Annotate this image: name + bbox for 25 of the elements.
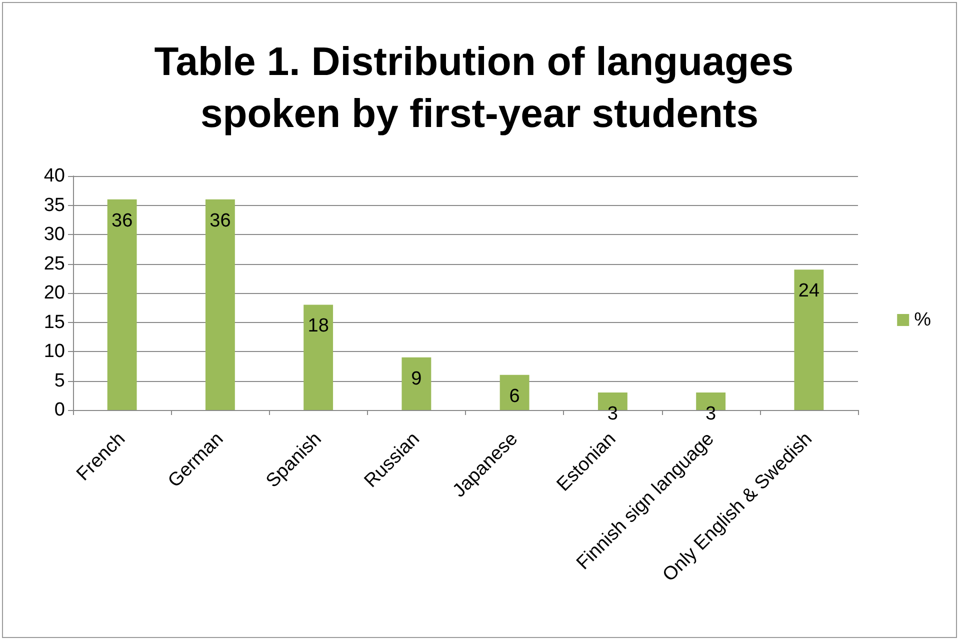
- data-label: 36: [210, 210, 231, 232]
- bar: [500, 374, 530, 410]
- y-tick-label: 5: [54, 370, 65, 392]
- chart-title: Table 1. Distribution of languages spoken by first-year students: [154, 40, 805, 136]
- legend-label: %: [914, 310, 932, 330]
- data-label: 18: [308, 316, 329, 337]
- data-label: 24: [798, 280, 820, 302]
- y-tick-label: 30: [44, 224, 65, 245]
- y-tick-label: 40: [44, 166, 65, 186]
- y-tick-label: 10: [44, 341, 65, 362]
- data-label: 6: [509, 386, 520, 407]
- bar: [205, 199, 235, 410]
- y-tick-label: 20: [44, 282, 65, 304]
- y-tick-label: 0: [54, 400, 65, 420]
- data-label: 9: [411, 368, 422, 390]
- bar: [794, 270, 824, 410]
- y-tick-label: 25: [44, 253, 65, 274]
- data-label: 36: [111, 210, 133, 232]
- bar: [402, 357, 432, 410]
- data-label: 3: [706, 403, 716, 424]
- bar: [304, 304, 334, 410]
- y-tick-label: 15: [44, 312, 65, 333]
- data-label: 3: [607, 403, 618, 424]
- bar: [107, 199, 137, 410]
- y-tick-label: 35: [44, 194, 65, 216]
